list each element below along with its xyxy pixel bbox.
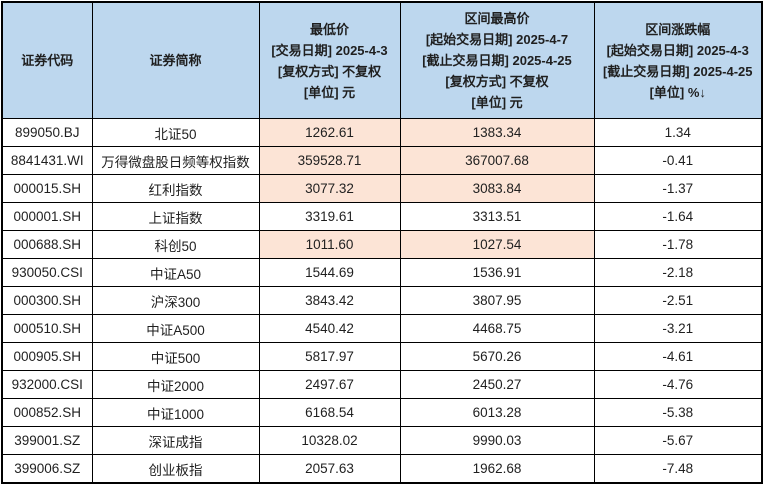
header-label: 证券代码 <box>21 53 74 68</box>
cell-change: -1.37 <box>593 174 763 203</box>
cell-name: 创业板指 <box>91 454 260 484</box>
col-header-interval-high: 区间最高价 [起始交易日期] 2025-4-7 [截止交易日期] 2025-4-… <box>399 1 595 119</box>
cell-code: 000688.SH <box>1 230 93 259</box>
table-row: 399001.SZ 深证成指 10328.02 9990.03 -5.67 <box>1 426 763 455</box>
cell-change: -0.41 <box>593 146 763 175</box>
cell-high: 5670.26 <box>399 342 595 371</box>
col-header-interval-change: 区间涨跌幅 [起始交易日期] 2025-4-3 [截止交易日期] 2025-4-… <box>593 1 763 119</box>
cell-low: 3077.32 <box>258 174 401 203</box>
cell-low: 1262.61 <box>258 118 401 147</box>
cell-name: 万得微盘股日频等权指数 <box>91 146 260 175</box>
cell-name: 上证指数 <box>91 202 260 231</box>
table-header: 证券代码 证券简称 最低价 [交易日期] 2025-4-3 [复权方式] 不复权… <box>1 1 763 119</box>
cell-name: 中证500 <box>91 342 260 371</box>
table-row: 000688.SH 科创50 1011.60 1027.54 -1.78 <box>1 230 763 259</box>
cell-high: 367007.68 <box>399 146 595 175</box>
table-row: 000001.SH 上证指数 3319.61 3313.51 -1.64 <box>1 202 763 231</box>
cell-low: 2497.67 <box>258 370 401 399</box>
table-row: 000300.SH 沪深300 3843.42 3807.95 -2.51 <box>1 286 763 315</box>
header-row: 证券代码 证券简称 最低价 [交易日期] 2025-4-3 [复权方式] 不复权… <box>1 1 763 119</box>
cell-high: 1027.54 <box>399 230 595 259</box>
cell-code: 000510.SH <box>1 314 93 343</box>
cell-code: 000001.SH <box>1 202 93 231</box>
cell-code: 399001.SZ <box>1 426 93 455</box>
cell-change: 1.34 <box>593 118 763 147</box>
cell-change: -2.18 <box>593 258 763 287</box>
cell-high: 3313.51 <box>399 202 595 231</box>
cell-high: 3807.95 <box>399 286 595 315</box>
cell-change: -5.67 <box>593 426 763 455</box>
cell-high: 3083.84 <box>399 174 595 203</box>
cell-name: 沪深300 <box>91 286 260 315</box>
col-header-lowest-price: 最低价 [交易日期] 2025-4-3 [复权方式] 不复权 [单位] 元 <box>258 1 401 119</box>
cell-low: 6168.54 <box>258 398 401 427</box>
cell-low: 1544.69 <box>258 258 401 287</box>
cell-change: -4.76 <box>593 370 763 399</box>
cell-name: 中证1000 <box>91 398 260 427</box>
table-row: 000510.SH 中证A500 4540.42 4468.75 -3.21 <box>1 314 763 343</box>
header-label: 证券简称 <box>149 53 202 68</box>
cell-code: 000852.SH <box>1 398 93 427</box>
cell-low: 5817.97 <box>258 342 401 371</box>
cell-high: 9990.03 <box>399 426 595 455</box>
cell-change: -4.61 <box>593 342 763 371</box>
cell-name: 深证成指 <box>91 426 260 455</box>
cell-name: 中证A50 <box>91 258 260 287</box>
cell-low: 10328.02 <box>258 426 401 455</box>
cell-name: 中证A500 <box>91 314 260 343</box>
cell-low: 4540.42 <box>258 314 401 343</box>
cell-code: 8841431.WI <box>1 146 93 175</box>
cell-change: -2.51 <box>593 286 763 315</box>
cell-change: -3.21 <box>593 314 763 343</box>
cell-code: 399006.SZ <box>1 454 93 484</box>
cell-low: 3319.61 <box>258 202 401 231</box>
table-body: 899050.BJ 北证50 1262.61 1383.34 1.34 8841… <box>1 118 763 484</box>
cell-name: 中证2000 <box>91 370 260 399</box>
table-row: 932000.CSI 中证2000 2497.67 2450.27 -4.76 <box>1 370 763 399</box>
cell-change: -7.48 <box>593 454 763 484</box>
cell-high: 4468.75 <box>399 314 595 343</box>
cell-high: 1962.68 <box>399 454 595 484</box>
cell-low: 359528.71 <box>258 146 401 175</box>
cell-name: 北证50 <box>91 118 260 147</box>
cell-low: 3843.42 <box>258 286 401 315</box>
cell-code: 000300.SH <box>1 286 93 315</box>
cell-high: 1536.91 <box>399 258 595 287</box>
cell-high: 1383.34 <box>399 118 595 147</box>
cell-change: -5.38 <box>593 398 763 427</box>
cell-change: -1.64 <box>593 202 763 231</box>
cell-low: 1011.60 <box>258 230 401 259</box>
cell-code: 000015.SH <box>1 174 93 203</box>
col-header-security-code: 证券代码 <box>1 1 93 119</box>
sort-indicator-line: [单位] %↓ <box>649 84 706 100</box>
table-row: 000852.SH 中证1000 6168.54 6013.28 -5.38 <box>1 398 763 427</box>
cell-name: 科创50 <box>91 230 260 259</box>
table-row: 930050.CSI 中证A50 1544.69 1536.91 -2.18 <box>1 258 763 287</box>
cell-name: 红利指数 <box>91 174 260 203</box>
table-row: 8841431.WI 万得微盘股日频等权指数 359528.71 367007.… <box>1 146 763 175</box>
cell-code: 000905.SH <box>1 342 93 371</box>
cell-low: 2057.63 <box>258 454 401 484</box>
cell-high: 2450.27 <box>399 370 595 399</box>
cell-code: 930050.CSI <box>1 258 93 287</box>
table-row: 000905.SH 中证500 5817.97 5670.26 -4.61 <box>1 342 763 371</box>
cell-code: 932000.CSI <box>1 370 93 399</box>
cell-high: 6013.28 <box>399 398 595 427</box>
cell-change: -1.78 <box>593 230 763 259</box>
table-row: 899050.BJ 北证50 1262.61 1383.34 1.34 <box>1 118 763 147</box>
col-header-security-name: 证券简称 <box>91 1 260 119</box>
table-row: 399006.SZ 创业板指 2057.63 1962.68 -7.48 <box>1 454 763 484</box>
cell-code: 899050.BJ <box>1 118 93 147</box>
table-row: 000015.SH 红利指数 3077.32 3083.84 -1.37 <box>1 174 763 203</box>
